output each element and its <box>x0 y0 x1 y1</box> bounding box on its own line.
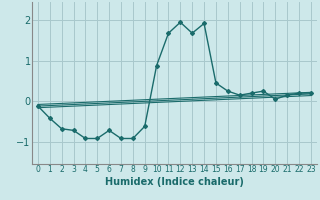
X-axis label: Humidex (Indice chaleur): Humidex (Indice chaleur) <box>105 177 244 187</box>
